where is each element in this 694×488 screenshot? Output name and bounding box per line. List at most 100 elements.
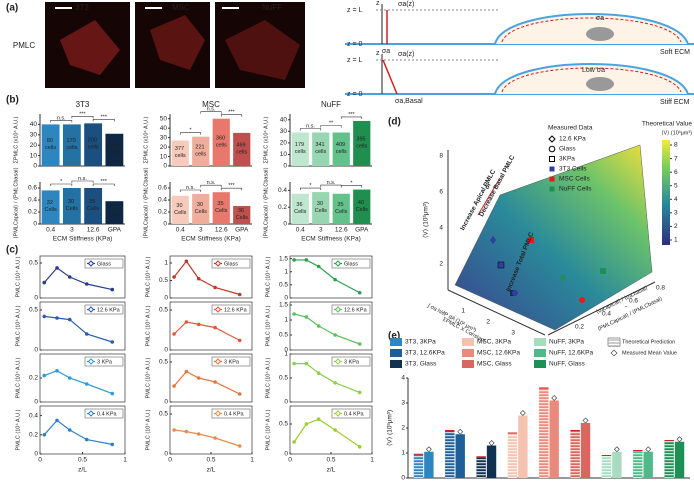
mean-marker xyxy=(519,410,526,416)
legend-box xyxy=(211,258,251,269)
x-tick-label: 0.4 xyxy=(602,311,611,318)
z-axis-label: ⟨V⟩ (10³μm³) xyxy=(422,202,430,238)
legend-swatch xyxy=(608,338,620,346)
colorbar-tick-label: 4 xyxy=(674,196,678,203)
significance-label: *** xyxy=(101,179,108,185)
z-tick-label: 6 xyxy=(439,189,443,196)
z-tick-label: 4 xyxy=(439,225,443,232)
point xyxy=(357,290,362,295)
legend-label: 12.6 KPa xyxy=(97,307,121,313)
y-tick-label: 0 xyxy=(164,451,168,458)
y-tick-label: 0.5 xyxy=(279,332,288,339)
y-tick-label: 0 xyxy=(164,295,168,302)
y-axis-label: PMLC (10⁴ A.U.) xyxy=(144,256,151,297)
legend-label: Glass xyxy=(97,261,111,267)
colorbar-tick-label: 7 xyxy=(674,155,678,162)
point xyxy=(196,376,201,380)
significance-label: *** xyxy=(79,111,86,117)
point xyxy=(172,428,176,432)
y-tick-label: 0.2 xyxy=(29,375,38,382)
line xyxy=(173,370,240,395)
bar-label: 36 Cells xyxy=(236,208,248,221)
y-tick-label: 0 xyxy=(33,221,37,228)
bar-stripes xyxy=(413,454,424,478)
point xyxy=(213,380,217,384)
legend-label: 0.4 KPa xyxy=(224,411,245,417)
colorbar-tick-label: 3 xyxy=(674,210,678,217)
legend-marker xyxy=(87,260,95,267)
legend-label: 3T3 Cells xyxy=(559,166,587,173)
y-tick-label: 0 xyxy=(34,295,38,302)
bar-label: 32 Cells xyxy=(45,201,57,214)
panel-label: (c) xyxy=(6,245,18,256)
y-tick-label: 0 xyxy=(284,451,288,458)
y-tick-label: 1 xyxy=(164,260,168,267)
y-tick-label: 0.2 xyxy=(278,204,287,211)
x-tick-label: 12.6 xyxy=(215,227,228,234)
line xyxy=(293,313,360,345)
y-tick-label: 20 xyxy=(30,142,38,149)
mean-marker xyxy=(425,446,432,453)
panel-label: (a) xyxy=(6,3,18,14)
x-tick-label: 0.5 xyxy=(326,457,335,464)
bar xyxy=(212,118,230,166)
point xyxy=(84,332,89,336)
x-tick-label: 0 xyxy=(288,457,292,464)
bar xyxy=(518,415,528,478)
bar xyxy=(291,132,309,166)
cortex xyxy=(501,67,682,93)
z-label: z = 0 xyxy=(347,91,362,98)
bar xyxy=(353,120,371,166)
significance-label: n.s. xyxy=(306,123,315,129)
cell-label: 3T3 xyxy=(75,3,89,12)
bar-stripes xyxy=(633,450,643,478)
y-tick-label: 40 xyxy=(160,125,168,132)
cell xyxy=(60,20,120,75)
legend-label: 12.6 KPa xyxy=(559,136,586,143)
data-point xyxy=(600,268,606,274)
point xyxy=(67,376,72,380)
bar xyxy=(171,140,189,166)
legend-box xyxy=(211,304,251,315)
bar-label: 30 Cells xyxy=(174,203,186,216)
cell-label: MSC xyxy=(172,3,190,12)
significance-label: *** xyxy=(228,183,235,189)
data-point xyxy=(490,236,496,244)
data-point xyxy=(579,297,585,303)
significance-label: *** xyxy=(348,112,355,118)
y-axis-label: PMLC (10⁴ A.U.) xyxy=(14,409,21,450)
legend-marker xyxy=(549,156,555,162)
chart-title: 3T3 xyxy=(76,100,90,109)
mean-marker xyxy=(676,436,683,443)
significance-bracket xyxy=(340,116,363,119)
legend-marker xyxy=(214,410,222,417)
legend-label: NuFF, 3KPa xyxy=(549,339,584,346)
legend-marker xyxy=(214,358,222,365)
x-axis-label: ECM Stiffness (KPa) xyxy=(181,236,240,243)
bar-label: 395 cells xyxy=(356,137,367,150)
legend-marker xyxy=(214,260,222,267)
legend-label: 3 KPa xyxy=(224,359,240,365)
point xyxy=(184,429,189,434)
bar xyxy=(212,192,230,224)
legend-swatch xyxy=(390,349,402,357)
significance-bracket xyxy=(50,120,73,123)
surface xyxy=(454,144,653,331)
x-tick-label: 0.4 xyxy=(176,227,185,234)
cell-label: NuFF xyxy=(262,3,282,12)
significance-bracket xyxy=(179,132,202,135)
line xyxy=(174,429,240,447)
y-tick-label: 2 xyxy=(401,425,405,432)
bar-label: 469 cells xyxy=(236,143,247,156)
bar-stripes xyxy=(507,433,518,478)
line xyxy=(43,419,113,445)
legend-label: Glass xyxy=(559,146,576,153)
y-axis-label: PMLC (10⁴ A.U.) xyxy=(144,409,151,450)
legend-marker xyxy=(87,306,95,313)
y-tick-label: 4 xyxy=(401,375,405,382)
z-label: z xyxy=(376,50,380,57)
significance-bracket xyxy=(200,111,222,114)
significance-bracket xyxy=(320,125,342,128)
x-tick-label: GPA xyxy=(108,227,122,234)
bar xyxy=(612,451,622,478)
